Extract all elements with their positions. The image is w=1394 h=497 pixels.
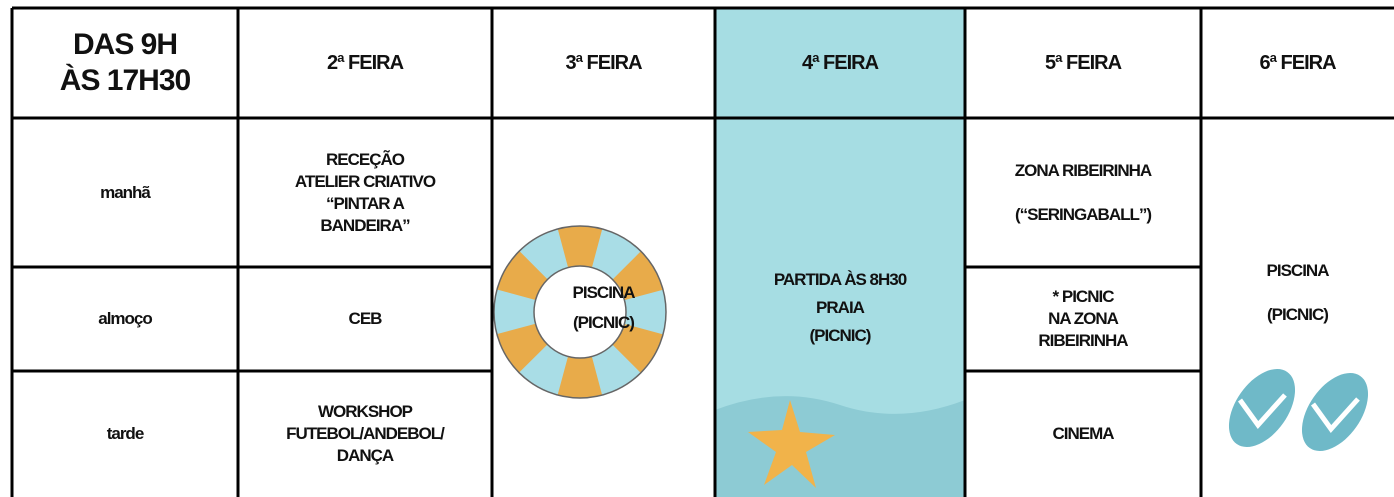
cell-text: CEB	[348, 309, 383, 328]
cell-text: tarde	[106, 424, 145, 443]
cell-text: ÀS 17H30	[59, 64, 191, 97]
lifebuoy	[493, 225, 667, 399]
cell-text: 5ª FEIRA	[1044, 52, 1122, 74]
cell-text: WORKSHOP	[318, 402, 413, 421]
cell: 2ª FEIRA	[238, 8, 492, 118]
cell-text: (PICNIC)	[809, 325, 872, 345]
cell-text: NA ZONA	[1048, 309, 1119, 328]
cell-text: RIBEIRINHA	[1038, 331, 1128, 350]
cell-text: 3ª FEIRA	[565, 52, 642, 74]
cell-text: PRAIA	[816, 297, 865, 317]
cell-text: RECEÇÃO	[325, 149, 405, 169]
cell: PARTIDA ÀS 8H30 PRAIA (PICNIC)	[715, 118, 965, 497]
cell: 6ª FEIRA	[1201, 8, 1394, 118]
cell-text: PISCINA	[572, 282, 636, 302]
cell-text: 4ª FEIRA	[801, 52, 879, 74]
cell-text: DAS 9H	[72, 28, 178, 61]
cell-text: PARTIDA ÀS 8H30	[773, 269, 907, 289]
cell: 3ª FEIRA	[492, 8, 715, 118]
cell: PISCINA (PICNIC)	[1201, 118, 1394, 468]
cell: tarde	[12, 371, 238, 497]
cell-text: (PICNIC)	[1267, 305, 1329, 324]
cell-text: almoço	[98, 309, 153, 328]
cell-text: (PICNIC)	[573, 312, 635, 332]
cell: almoço	[12, 267, 238, 371]
flip-flops	[1228, 368, 1369, 452]
cell: DAS 9H ÀS 17H30	[12, 8, 238, 118]
cell: 5ª FEIRA	[965, 8, 1201, 118]
cell-text: ATELIER CRIATIVO	[294, 171, 436, 191]
cell-text: FUTEBOL/ANDEBOL/	[286, 424, 445, 443]
cell: manhã	[12, 118, 238, 267]
cell-text: * PICNIC	[1052, 287, 1115, 306]
cell-text: (“SERINGABALL”)	[1014, 204, 1152, 224]
cell-text: CINEMA	[1052, 424, 1114, 443]
cell-text: “PINTAR A	[326, 193, 405, 213]
table-lines	[10, 6, 1394, 497]
cell: * PICNIC NA ZONA RIBEIRINHA	[965, 267, 1201, 371]
cell: CINEMA	[965, 371, 1201, 497]
cell: 4ª FEIRA	[715, 8, 965, 118]
cell: PISCINA (PICNIC)	[492, 118, 715, 497]
cell-text: BANDEIRA”	[320, 215, 410, 235]
cell-text: DANÇA	[336, 446, 394, 465]
cell-text: ZONA RIBEIRINHA	[1014, 160, 1152, 180]
cell: RECEÇÃO ATELIER CRIATIVO “PINTAR A BANDEIRA…	[238, 118, 492, 267]
cell-text: 6ª FEIRA	[1259, 52, 1336, 74]
cell-text: 2ª FEIRA	[326, 52, 404, 74]
starfish	[748, 400, 835, 488]
cell-text: PISCINA	[1266, 261, 1330, 280]
cell-text: manhã	[100, 182, 151, 202]
cell: CEB	[238, 267, 492, 371]
cell: WORKSHOP FUTEBOL/ANDEBOL/DANÇA	[238, 371, 492, 497]
cell: ZONA RIBEIRINHA (“SERINGABALL”)	[965, 118, 1201, 267]
